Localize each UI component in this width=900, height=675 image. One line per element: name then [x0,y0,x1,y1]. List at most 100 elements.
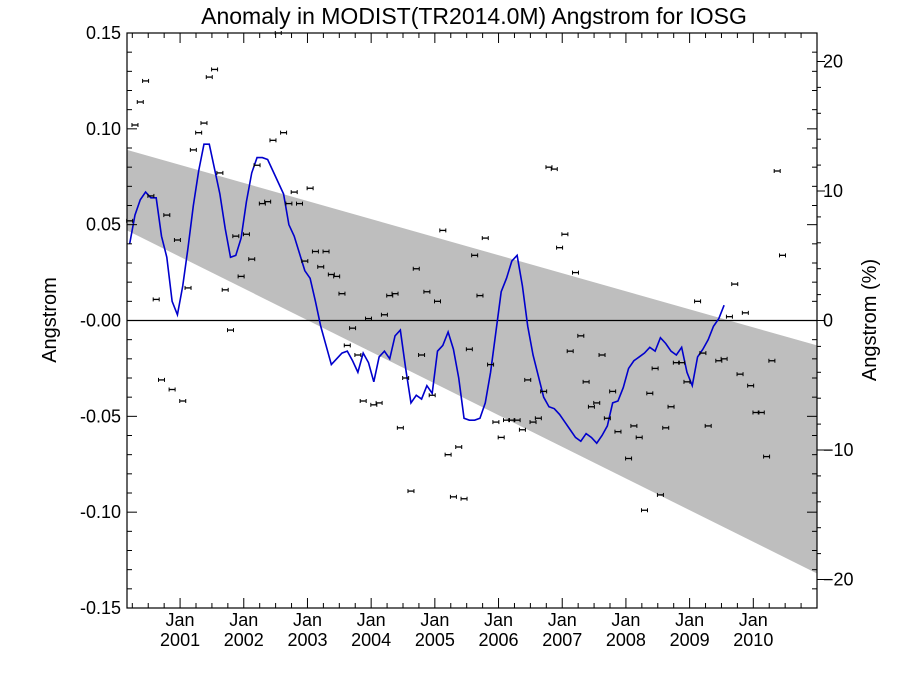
data-point [524,377,532,382]
x-tick-label-month: Jan [611,610,640,630]
data-point [614,429,622,434]
data-point [455,445,463,449]
right-y-axis: 20 10 0 −10 −20 [817,51,854,590]
data-point [317,264,325,269]
data-point [195,130,203,135]
data-point [158,377,165,382]
data-point [465,347,473,352]
y-tick-label-left: 0.05 [86,215,121,235]
data-point [518,427,526,432]
data-point [301,259,309,264]
x-tick-label-year: 2008 [606,630,646,650]
data-point [492,420,500,425]
data-point [359,399,367,403]
data-point [471,253,479,258]
x-tick-label-year: 2003 [287,630,327,650]
data-point [662,425,670,430]
data-point [200,121,208,126]
data-point [773,169,781,173]
chart-title: Anomaly in MODIST(TR2014.0M) Angstrom fo… [201,3,747,29]
data-point [779,253,786,258]
x-tick-label-month: Jan [357,610,386,630]
data-point [131,123,139,127]
data-point [211,67,219,72]
data-point [280,130,288,135]
data-point [365,316,372,321]
data-point [264,199,272,204]
data-point [699,351,707,356]
x-tick-label-year: 2004 [351,630,391,650]
data-point [513,418,521,423]
y-tick-label-right: −10 [823,440,854,460]
data-point [221,287,229,292]
y-tick-label-left: 0.10 [86,119,121,139]
data-point [237,274,245,279]
x-tick-label-year: 2007 [542,630,582,650]
data-point [625,456,633,461]
trend-band [127,149,817,574]
data-point [248,257,256,262]
data-point [736,372,744,377]
data-point [322,249,330,254]
data-point [444,452,452,457]
data-point [343,343,351,348]
left-y-axis: 0.15 0.10 0.05 -0.00 -0.05 -0.10 -0.15 [80,23,817,618]
data-point [354,353,362,357]
data-point [423,289,431,294]
data-point [577,333,585,338]
data-point [582,379,590,384]
x-tick-label-year: 2009 [670,630,710,650]
data-point [418,353,426,357]
data-point [253,163,261,168]
x-tick-label-month: Jan [166,610,195,630]
data-point [380,312,388,317]
data-point [407,489,415,494]
data-point [168,387,176,392]
x-tick-label-year: 2010 [733,630,773,650]
data-point [189,147,197,152]
data-point [641,508,648,513]
data-point [152,297,160,302]
x-tick-label-month: Jan [293,610,322,630]
data-points [126,31,786,513]
data-point [311,249,319,254]
x-tick-label-month: Jan [739,610,768,630]
data-point [741,310,749,315]
x-tick-label-month: Jan [229,610,258,630]
data-point [434,299,441,304]
data-point [428,393,436,398]
data-point [646,391,654,396]
data-point [587,404,595,409]
data-point [481,236,489,241]
data-point [476,293,484,298]
y-axis-title-left: Angstrom [39,277,61,363]
data-point [396,425,404,430]
x-tick-label-year: 2002 [224,630,264,650]
data-point [232,234,240,239]
data-point [290,190,298,195]
data-point [391,291,399,296]
data-point [768,358,776,363]
data-point [349,326,357,331]
data-point [136,100,144,104]
x-tick-label-month: Jan [675,610,704,630]
data-point [598,353,606,357]
y-tick-label-right: 0 [823,311,833,331]
data-point [205,75,213,80]
y-tick-label-right: 10 [823,181,843,201]
x-tick-label-year: 2006 [479,630,519,650]
x-tick-label-month: Jan [484,610,513,630]
data-point [285,201,293,206]
data-point [630,423,638,428]
data-point [497,435,505,440]
data-point [694,299,702,304]
data-point [540,389,548,394]
y-tick-label-left: -0.05 [80,406,121,426]
data-point [747,383,755,388]
data-point [603,416,611,421]
plot-area [126,31,818,609]
data-point [163,213,171,218]
data-point [561,232,569,237]
data-point [566,349,574,354]
y-axis-title-right: Angstrom (%) [859,259,881,381]
